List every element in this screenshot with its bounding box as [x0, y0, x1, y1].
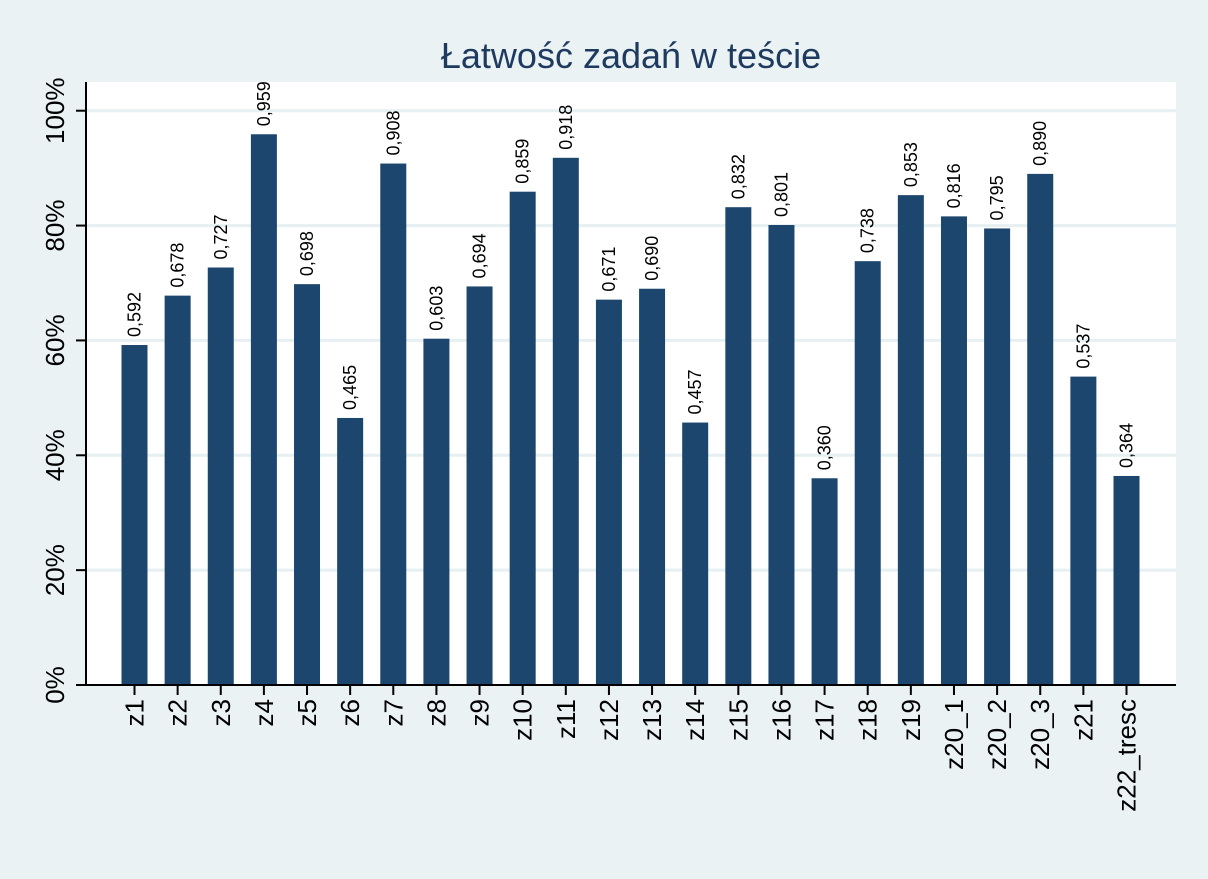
data-label-z19: 0,853 — [901, 142, 921, 187]
bar-z20_1 — [940, 216, 967, 685]
x-tick-label-z4: z4 — [249, 699, 279, 726]
bar-z20_2 — [984, 228, 1011, 685]
bar-z12 — [595, 299, 622, 685]
bar-z8 — [423, 338, 450, 685]
data-label-z22_tresc: 0,364 — [1117, 423, 1137, 468]
data-label-z8: 0,603 — [426, 286, 446, 331]
chart-title: Łatwość zadań w teście — [441, 35, 821, 76]
bar-z3 — [207, 267, 234, 685]
bar-z17 — [811, 478, 838, 685]
y-tick-label: 100% — [40, 77, 70, 144]
x-tick-label-z15: z15 — [723, 699, 753, 741]
bar-z4 — [250, 134, 277, 685]
x-tick-label-z8: z8 — [421, 699, 451, 726]
bar-z13 — [639, 288, 666, 685]
x-tick-label-z9: z9 — [465, 699, 495, 726]
data-label-z13: 0,690 — [642, 236, 662, 281]
x-tick-label-z14: z14 — [680, 699, 710, 741]
data-label-z18: 0,738 — [858, 208, 878, 253]
x-tick-label-z3: z3 — [206, 699, 236, 726]
bar-z18 — [854, 261, 881, 685]
bar-z21 — [1070, 376, 1097, 685]
data-label-z3: 0,727 — [211, 214, 231, 259]
x-tick-label-z13: z13 — [637, 699, 667, 741]
data-label-z10: 0,859 — [513, 139, 533, 184]
x-tick-label-z19: z19 — [896, 699, 926, 741]
y-axis-ticks: 0% 20% 40% 60% 80% 100% — [40, 77, 86, 704]
x-tick-label-z20_1: z20_1 — [939, 699, 969, 770]
data-label-z21: 0,537 — [1073, 324, 1093, 369]
data-label-z17: 0,360 — [815, 425, 835, 470]
x-tick-label-z20_2: z20_2 — [982, 699, 1012, 770]
bar-z7 — [380, 163, 407, 685]
data-label-z12: 0,671 — [599, 247, 619, 292]
x-tick-label-z22_tresc: z22_tresc — [1112, 699, 1142, 812]
y-tick-label: 40% — [40, 429, 70, 481]
data-label-z20_1: 0,816 — [944, 163, 964, 208]
bar-z20_3 — [1027, 173, 1054, 685]
data-label-z4: 0,959 — [254, 81, 274, 126]
y-tick-label: 0% — [40, 666, 70, 704]
data-label-z20_2: 0,795 — [987, 175, 1007, 220]
x-tick-label-z2: z2 — [163, 699, 193, 726]
data-label-z5: 0,698 — [297, 231, 317, 276]
x-tick-label-z6: z6 — [335, 699, 365, 726]
x-tick-label-z5: z5 — [292, 699, 322, 726]
data-label-z1: 0,592 — [125, 292, 145, 337]
data-label-z6: 0,465 — [340, 365, 360, 410]
y-tick-label: 80% — [40, 200, 70, 252]
data-label-z9: 0,694 — [470, 233, 490, 278]
x-tick-label-z12: z12 — [594, 699, 624, 741]
bar-z19 — [897, 195, 924, 686]
data-label-z16: 0,801 — [771, 172, 791, 217]
bar-z10 — [509, 191, 536, 685]
x-tick-label-z10: z10 — [508, 699, 538, 741]
bar-z1 — [121, 345, 148, 685]
plot-area — [86, 82, 1176, 685]
bar-z2 — [164, 295, 191, 685]
data-labels: 0,592 0,678 0,727 0,959 0,698 0,465 0,908 0,603… — [125, 81, 1137, 470]
x-tick-label-z21: z21 — [1068, 699, 1098, 741]
bar-z22_tresc — [1113, 475, 1140, 685]
y-tick-label: 20% — [40, 544, 70, 596]
data-label-z14: 0,457 — [685, 370, 705, 415]
data-label-z2: 0,678 — [168, 243, 188, 288]
x-tick-label-z16: z16 — [766, 699, 796, 741]
x-tick-label-z17: z17 — [810, 699, 840, 741]
data-label-z15: 0,832 — [728, 154, 748, 199]
bar-z14 — [682, 422, 709, 685]
bars — [121, 134, 1140, 686]
y-tick-label: 60% — [40, 314, 70, 366]
bar-z5 — [294, 284, 321, 685]
x-axis-ticks: z1 z2 z3 z4 z5 z6 z7 z8 z9 z10 z11 z12 z13 z14 z15 z16 z… — [120, 685, 1142, 812]
data-label-z20_3: 0,890 — [1030, 121, 1050, 166]
bar-z15 — [725, 207, 752, 686]
data-label-z11: 0,918 — [556, 105, 576, 150]
x-tick-label-z1: z1 — [120, 699, 150, 726]
x-tick-label-z7: z7 — [378, 699, 408, 726]
bar-z16 — [768, 224, 795, 686]
x-tick-label-z18: z18 — [853, 699, 883, 741]
x-tick-label-z11: z11 — [551, 699, 581, 739]
x-tick-label-z20_3: z20_3 — [1025, 699, 1055, 770]
data-label-z7: 0,908 — [383, 111, 403, 156]
bar-z9 — [466, 286, 493, 685]
bar-z11 — [552, 157, 579, 685]
bar-z6 — [337, 417, 364, 685]
